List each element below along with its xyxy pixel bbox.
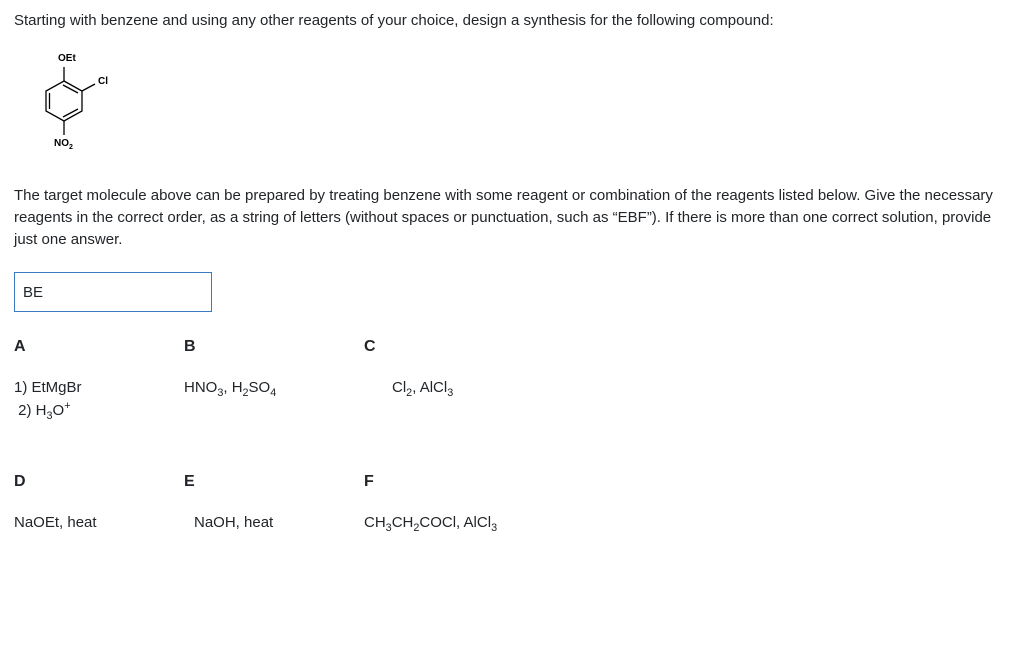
reagent-label: E [184, 473, 364, 491]
reagent-text: NaOH, heat [184, 513, 364, 533]
reagent-option-c: C Cl2, AlCl3 [364, 338, 664, 423]
reagent-option-e: E NaOH, heat [184, 473, 364, 536]
reagent-option-d: D NaOEt, heat [14, 473, 184, 536]
reagent-option-a: A 1) EtMgBr 2) H3O+ [14, 338, 184, 423]
target-molecule-structure: OEt Cl NO2 [32, 47, 132, 167]
reagent-text: CH3CH2COCl, AlCl3 [364, 513, 664, 536]
question-instructions: The target molecule above can be prepare… [14, 185, 1010, 250]
reagent-label: D [14, 473, 184, 491]
reagent-text: Cl2, AlCl3 [364, 378, 664, 401]
molecule-oeth-label: OEt [58, 53, 76, 64]
reagent-text: HNO3, H2SO4 [184, 378, 364, 401]
reagent-label: B [184, 338, 364, 356]
molecule-no2-label: NO2 [54, 138, 73, 151]
reagent-option-f: F CH3CH2COCl, AlCl3 [364, 473, 664, 536]
reagent-label: C [364, 338, 664, 356]
reagent-option-b: B HNO3, H2SO4 [184, 338, 364, 423]
reagent-label: F [364, 473, 664, 491]
reagent-label: A [14, 338, 184, 356]
reagent-text: NaOEt, heat [14, 513, 184, 533]
reagent-options-grid: A 1) EtMgBr 2) H3O+ B HNO3, H2SO4 C Cl2,… [14, 338, 1010, 535]
molecule-cl-label: Cl [98, 76, 108, 87]
answer-input[interactable] [14, 272, 212, 312]
reagent-text: 1) EtMgBr 2) H3O+ [14, 378, 184, 423]
question-prompt: Starting with benzene and using any othe… [14, 10, 1010, 31]
